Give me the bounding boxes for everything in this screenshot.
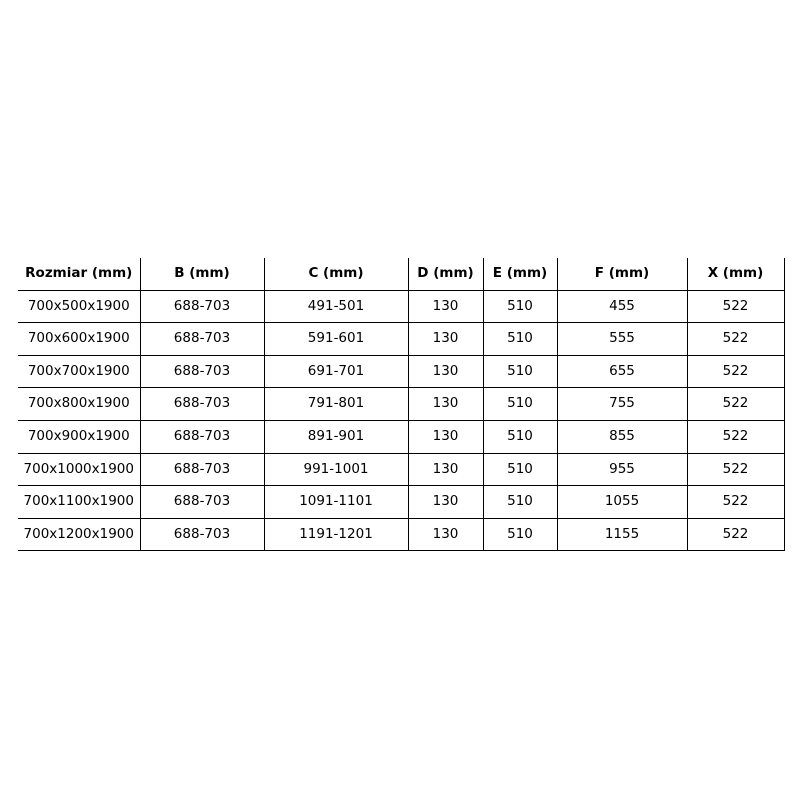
cell-d: 130 <box>408 420 484 454</box>
cell-x: 522 <box>687 355 785 389</box>
cell-e: 510 <box>483 420 558 454</box>
table-row: 700x500x1900 688-703 491-501 130 510 455… <box>18 290 785 324</box>
cell-e: 510 <box>483 290 558 324</box>
column-header-b: B (mm) <box>140 258 265 291</box>
cell-c: 891-901 <box>264 420 409 454</box>
cell-x: 522 <box>687 453 785 487</box>
cell-b: 688-703 <box>140 322 265 356</box>
cell-c: 1191-1201 <box>264 518 409 552</box>
cell-x: 522 <box>687 485 785 519</box>
cell-d: 130 <box>408 387 484 421</box>
cell-f: 855 <box>557 420 688 454</box>
cell-x: 522 <box>687 518 785 552</box>
cell-size: 700x600x1900 <box>18 322 141 356</box>
cell-d: 130 <box>408 355 484 389</box>
cell-e: 510 <box>483 453 558 487</box>
cell-d: 130 <box>408 322 484 356</box>
cell-x: 522 <box>687 322 785 356</box>
table-header: Rozmiar (mm) B (mm) C (mm) D (mm) E (mm)… <box>18 258 785 291</box>
cell-e: 510 <box>483 518 558 552</box>
cell-f: 655 <box>557 355 688 389</box>
column-header-d: D (mm) <box>408 258 484 291</box>
cell-f: 1055 <box>557 485 688 519</box>
table-row: 700x600x1900 688-703 591-601 130 510 555… <box>18 322 785 356</box>
cell-b: 688-703 <box>140 387 265 421</box>
cell-size: 700x500x1900 <box>18 290 141 324</box>
table-row: 700x900x1900 688-703 891-901 130 510 855… <box>18 420 785 454</box>
cell-c: 591-601 <box>264 322 409 356</box>
table-row: 700x1200x1900 688-703 1191-1201 130 510 … <box>18 518 785 552</box>
table-row: 700x1100x1900 688-703 1091-1101 130 510 … <box>18 485 785 519</box>
cell-size: 700x900x1900 <box>18 420 141 454</box>
cell-b: 688-703 <box>140 420 265 454</box>
cell-c: 491-501 <box>264 290 409 324</box>
cell-c: 791-801 <box>264 387 409 421</box>
cell-b: 688-703 <box>140 518 265 552</box>
column-header-e: E (mm) <box>483 258 558 291</box>
table-body: 700x500x1900 688-703 491-501 130 510 455… <box>18 290 785 552</box>
cell-c: 991-1001 <box>264 453 409 487</box>
cell-x: 522 <box>687 420 785 454</box>
cell-f: 955 <box>557 453 688 487</box>
cell-e: 510 <box>483 355 558 389</box>
cell-size: 700x1100x1900 <box>18 485 141 519</box>
specification-table: Rozmiar (mm) B (mm) C (mm) D (mm) E (mm)… <box>18 258 785 552</box>
cell-c: 691-701 <box>264 355 409 389</box>
cell-b: 688-703 <box>140 290 265 324</box>
cell-e: 510 <box>483 322 558 356</box>
cell-size: 700x1200x1900 <box>18 518 141 552</box>
cell-f: 555 <box>557 322 688 356</box>
cell-c: 1091-1101 <box>264 485 409 519</box>
cell-x: 522 <box>687 387 785 421</box>
cell-size: 700x1000x1900 <box>18 453 141 487</box>
cell-e: 510 <box>483 485 558 519</box>
cell-f: 755 <box>557 387 688 421</box>
column-header-x: X (mm) <box>687 258 785 291</box>
cell-size: 700x800x1900 <box>18 387 141 421</box>
cell-size: 700x700x1900 <box>18 355 141 389</box>
table-row: 700x800x1900 688-703 791-801 130 510 755… <box>18 387 785 421</box>
table-row: 700x1000x1900 688-703 991-1001 130 510 9… <box>18 453 785 487</box>
column-header-f: F (mm) <box>557 258 688 291</box>
cell-d: 130 <box>408 290 484 324</box>
cell-d: 130 <box>408 518 484 552</box>
cell-e: 510 <box>483 387 558 421</box>
table-header-row: Rozmiar (mm) B (mm) C (mm) D (mm) E (mm)… <box>18 258 785 291</box>
table-row: 700x700x1900 688-703 691-701 130 510 655… <box>18 355 785 389</box>
cell-d: 130 <box>408 485 484 519</box>
column-header-c: C (mm) <box>264 258 409 291</box>
cell-f: 455 <box>557 290 688 324</box>
cell-d: 130 <box>408 453 484 487</box>
cell-x: 522 <box>687 290 785 324</box>
specification-table-container: Rozmiar (mm) B (mm) C (mm) D (mm) E (mm)… <box>18 258 785 552</box>
column-header-size: Rozmiar (mm) <box>18 258 141 291</box>
cell-b: 688-703 <box>140 453 265 487</box>
cell-b: 688-703 <box>140 355 265 389</box>
cell-b: 688-703 <box>140 485 265 519</box>
cell-f: 1155 <box>557 518 688 552</box>
